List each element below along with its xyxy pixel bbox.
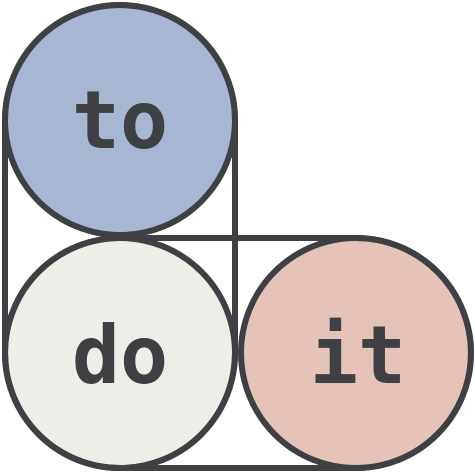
bottom-left-circle	[5, 238, 235, 468]
word-do: do	[72, 309, 168, 402]
bottom-left-circle-outline	[2, 235, 238, 471]
bottom-right-circle-outline	[238, 235, 474, 471]
bottom-right-circle	[241, 238, 471, 468]
word-to: to	[72, 74, 168, 167]
word-it: it	[310, 309, 406, 402]
top-circle	[5, 5, 235, 235]
